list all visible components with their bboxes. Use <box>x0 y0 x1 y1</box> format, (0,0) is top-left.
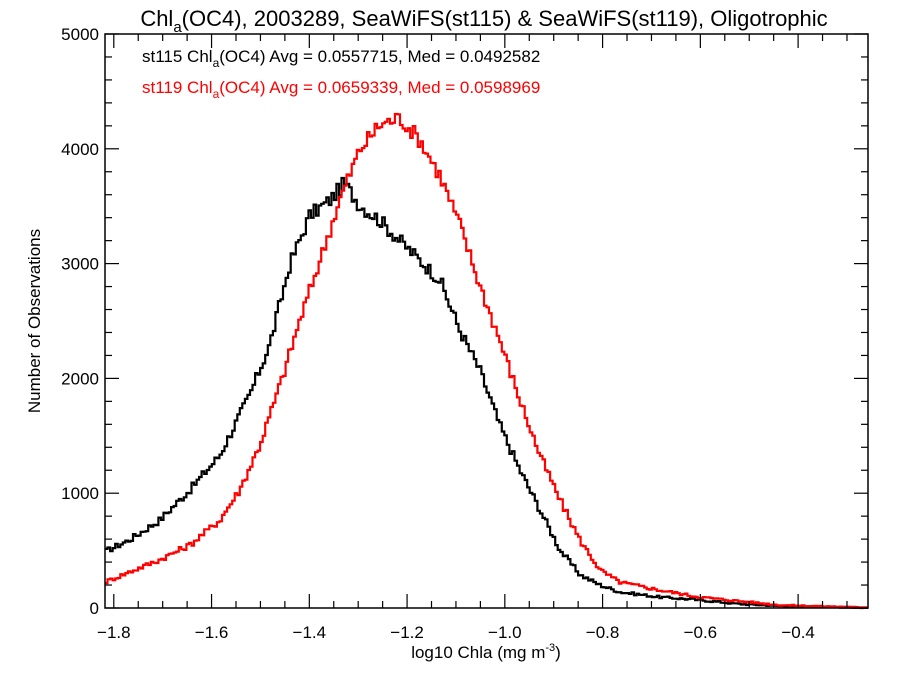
legend-st119-post: (OC4) Avg = 0.0659339, Med = 0.0598969 <box>219 78 540 97</box>
x-tick-label: −1.6 <box>195 623 229 642</box>
x-tick-label: −1.0 <box>488 623 522 642</box>
legend-entry-st115: st115 Chla(OC4) Avg = 0.0557715, Med = 0… <box>142 47 540 70</box>
x-tick-label: −1.4 <box>293 623 327 642</box>
legend-st119-sub: a <box>213 87 220 101</box>
series-line-st115 <box>105 176 868 610</box>
legend-st115-post: (OC4) Avg = 0.0557715, Med = 0.0492582 <box>219 47 540 66</box>
chart-title-pre: Chl <box>140 6 173 31</box>
x-tick-label: −0.6 <box>684 623 718 642</box>
x-tick-label: −0.8 <box>586 623 620 642</box>
y-tick-label: 3000 <box>61 255 99 274</box>
chart-title-sub: a <box>173 19 182 36</box>
legend-st115-sub: a <box>213 56 220 70</box>
plot-frame <box>104 33 869 609</box>
x-axis-label-pre: log10 Chla (mg m <box>411 643 545 662</box>
plot-area: −1.8 −1.6 −1.4 −1.2 −1.0 −0.8 −0.6 −0.4 0 1000 200… <box>61 25 869 642</box>
x-axis-label-post: ) <box>555 643 561 662</box>
x-tick-label: −1.8 <box>97 623 131 642</box>
y-axis-label: Number of Observations <box>25 229 44 413</box>
x-tick-label: −0.4 <box>781 623 815 642</box>
x-axis-label: log10 Chla (mg m-3) <box>411 642 561 662</box>
legend-st119-pre: st119 Chl <box>142 78 213 97</box>
y-tick-label: 1000 <box>61 484 99 503</box>
legend-st115-pre: st115 Chl <box>142 47 213 66</box>
x-axis-label-sup: -3 <box>545 642 555 654</box>
legend: st115 Chla(OC4) Avg = 0.0557715, Med = 0… <box>142 47 540 101</box>
y-tick-label: 2000 <box>61 369 99 388</box>
y-tick-label: 4000 <box>61 140 99 159</box>
y-tick-label: 0 <box>90 599 99 618</box>
x-tick-label: −1.2 <box>390 623 424 642</box>
legend-entry-st119: st119 Chla(OC4) Avg = 0.0659339, Med = 0… <box>142 78 540 101</box>
y-tick-label: 5000 <box>61 25 99 44</box>
series-line-st119 <box>105 112 868 609</box>
chart-title: Chla(OC4), 2003289, SeaWiFS(st115) & Sea… <box>140 6 827 36</box>
chart-title-post: (OC4), 2003289, SeaWiFS(st115) & SeaWiFS… <box>182 6 828 31</box>
